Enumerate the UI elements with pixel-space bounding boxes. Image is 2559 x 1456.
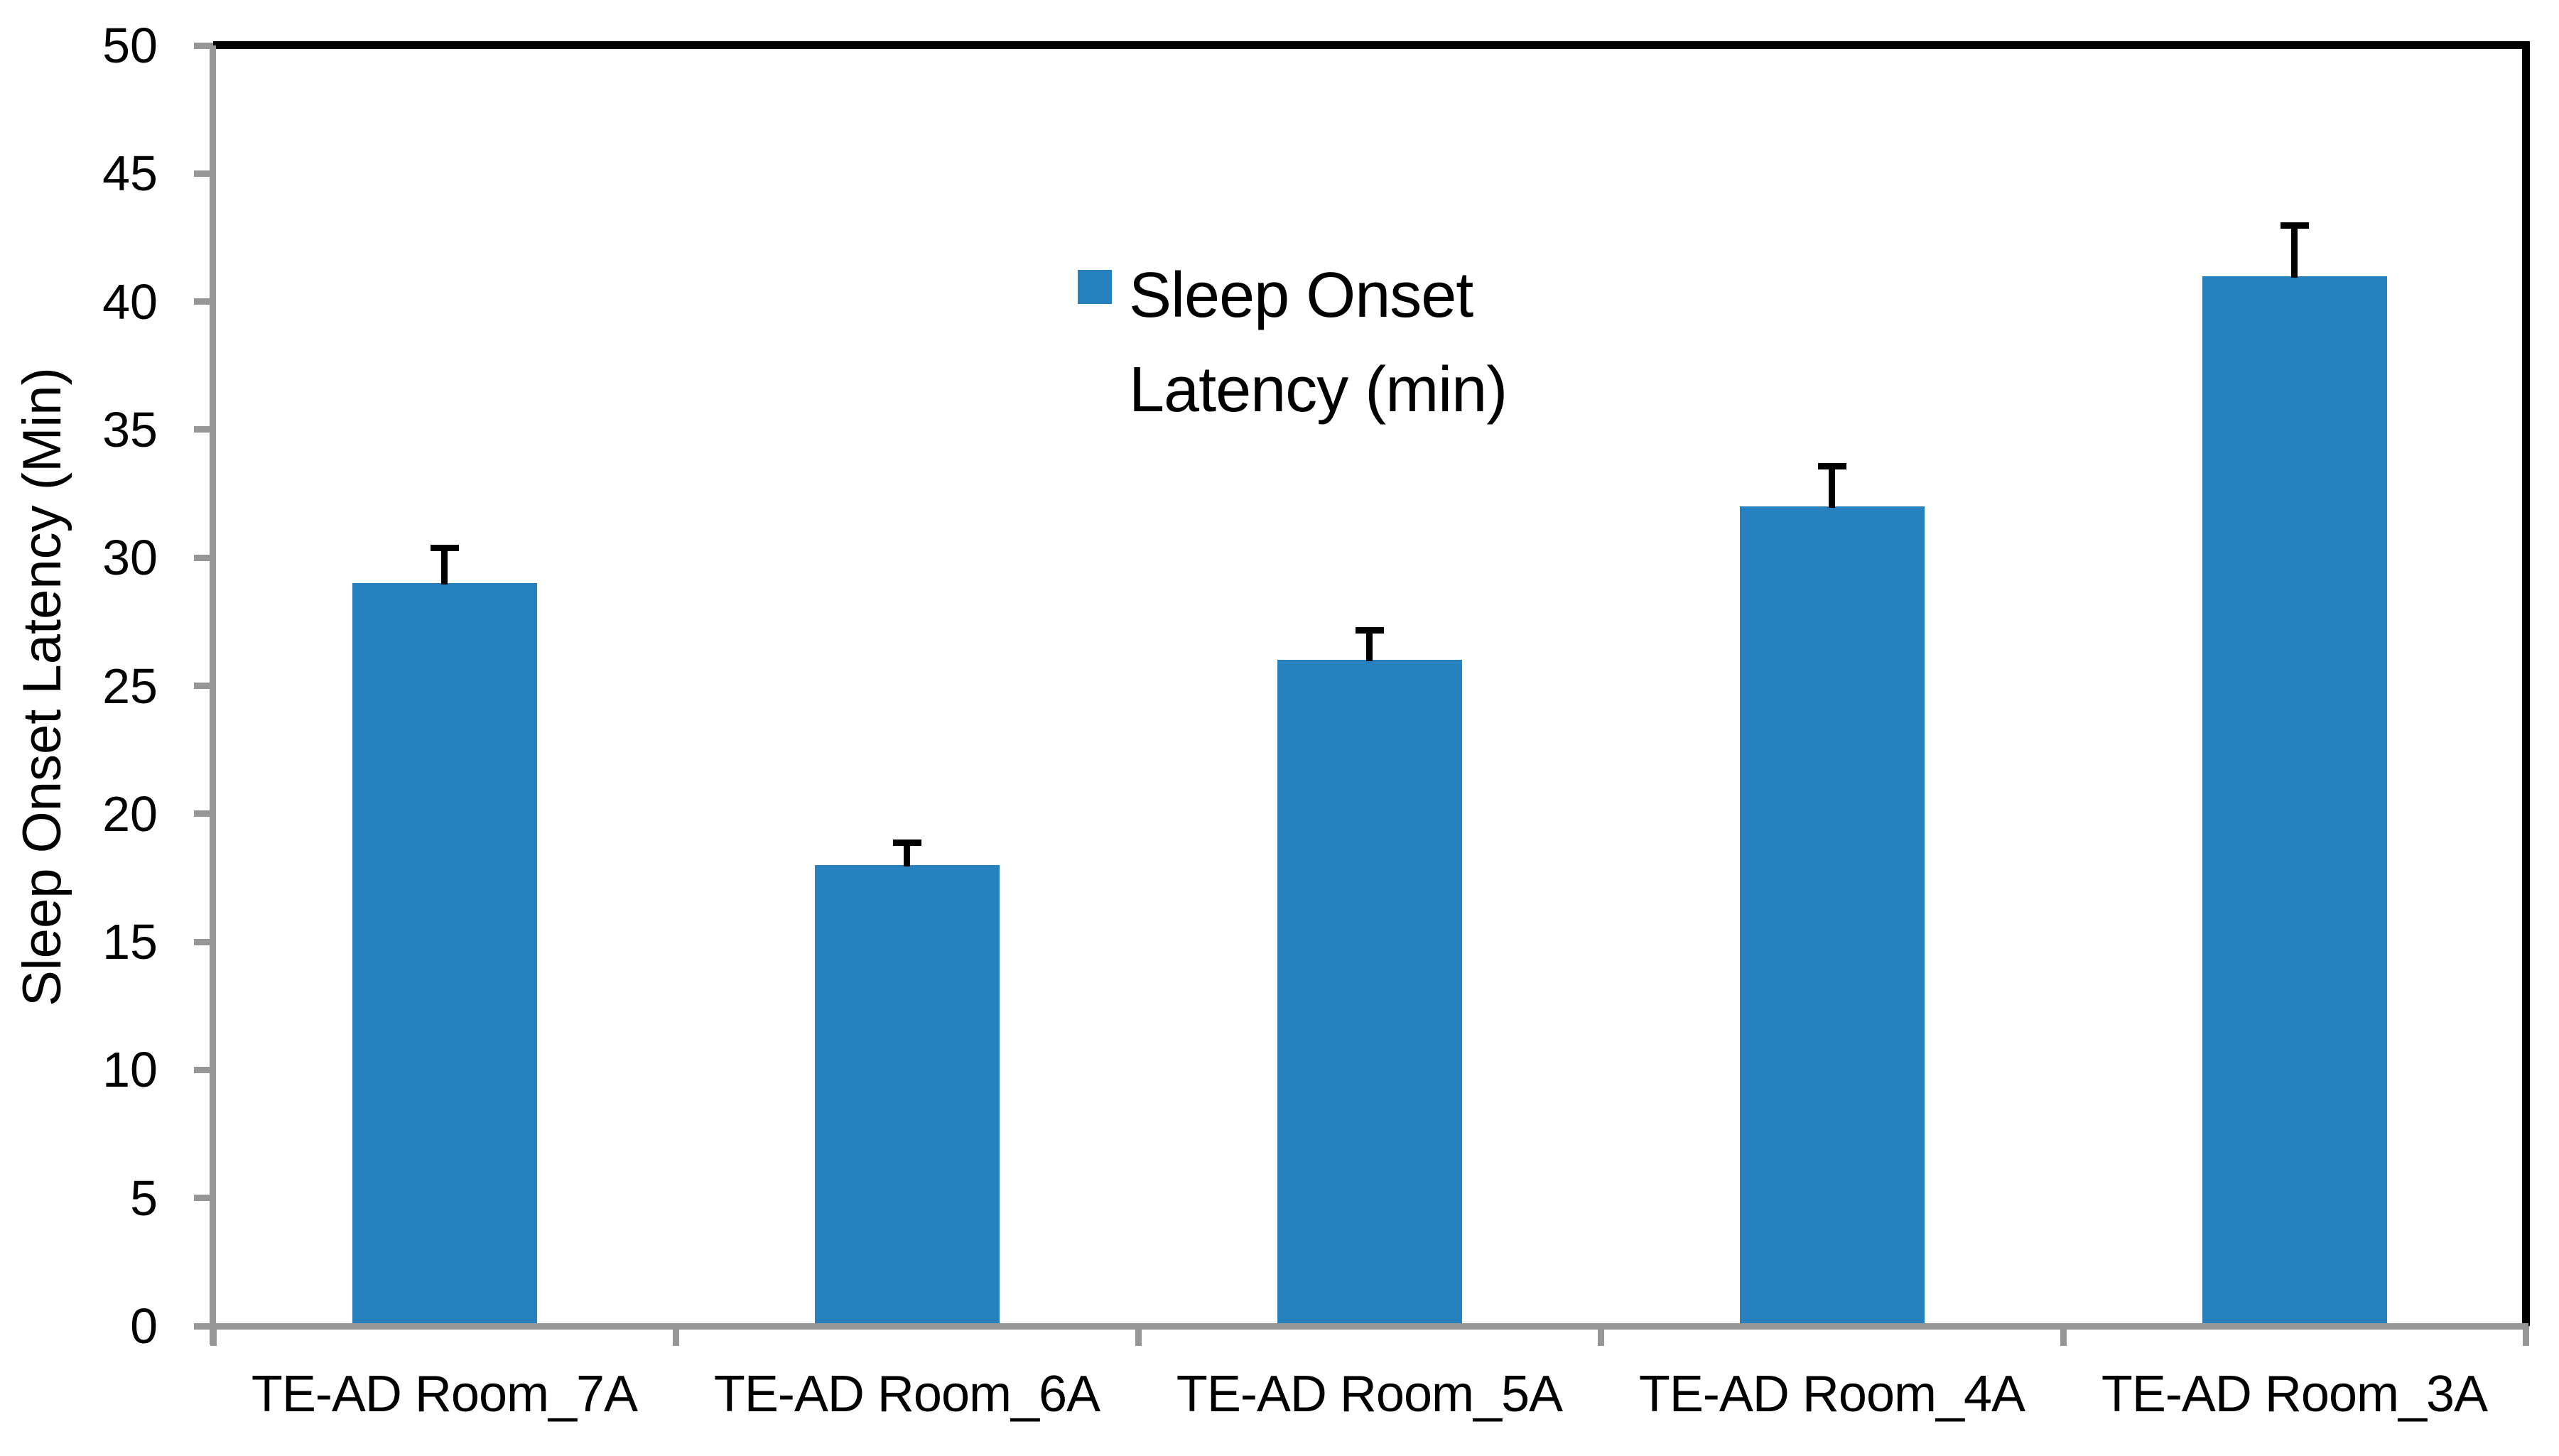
x-category-label: TE-AD Room_7A: [251, 1366, 638, 1423]
y-axis-line: [210, 45, 216, 1344]
y-tick: [194, 683, 213, 689]
y-tick-label: 5: [130, 1170, 158, 1226]
y-tick-label: 35: [102, 401, 158, 457]
y-tick-label: 45: [102, 146, 158, 202]
error-bar-cap: [430, 545, 459, 552]
y-tick-label: 15: [102, 914, 158, 970]
error-bar-stem: [1829, 469, 1835, 509]
x-axis-line: [194, 1323, 2528, 1330]
x-category-label: TE-AD Room_4A: [1638, 1366, 2025, 1423]
error-bar-cap: [1355, 626, 1384, 634]
y-tick-label: 0: [130, 1298, 158, 1354]
x-category-label: TE-AD Room_3A: [2101, 1366, 2488, 1423]
y-tick: [194, 554, 213, 561]
bar: [1277, 660, 1462, 1323]
legend-label: Sleep Onset Latency (min): [1129, 249, 1508, 438]
y-tick-label: 20: [102, 786, 158, 842]
y-tick: [194, 42, 213, 49]
plot-right-border: [2522, 41, 2530, 1326]
legend-label-line2: Latency (min): [1129, 354, 1508, 425]
y-tick: [194, 1195, 213, 1202]
x-tick: [1135, 1326, 1142, 1346]
y-tick: [194, 1066, 213, 1073]
error-bar-cap: [2280, 222, 2309, 229]
y-tick-label: 50: [102, 18, 158, 73]
error-bar-cap: [892, 839, 921, 846]
x-category-label: TE-AD Room_6A: [713, 1366, 1100, 1423]
error-bar-stem: [441, 551, 448, 585]
error-bar-stem: [904, 845, 910, 866]
y-tick-label: 30: [102, 530, 158, 586]
bar: [2202, 276, 2387, 1323]
bar: [352, 583, 537, 1323]
plot-top-border: [213, 41, 2530, 49]
x-tick: [1597, 1326, 1604, 1346]
x-tick: [2522, 1326, 2529, 1346]
chart-legend: Sleep Onset Latency (min): [1078, 249, 1508, 438]
y-tick: [194, 298, 213, 305]
bar: [814, 864, 1000, 1323]
error-bar-stem: [1366, 633, 1373, 662]
x-tick: [2060, 1326, 2067, 1346]
y-tick: [194, 810, 213, 817]
legend-label-line1: Sleep Onset: [1129, 260, 1473, 331]
y-tick: [194, 170, 213, 177]
error-bar-cap: [1817, 462, 1846, 469]
x-tick: [210, 1326, 217, 1346]
x-tick: [672, 1326, 679, 1346]
y-tick-label: 25: [102, 658, 158, 714]
y-tick: [194, 426, 213, 433]
x-category-label: TE-AD Room_5A: [1176, 1366, 1563, 1423]
y-tick-label: 40: [102, 273, 158, 330]
legend-swatch: [1078, 270, 1112, 304]
y-tick-label: 10: [102, 1042, 158, 1098]
error-bar-stem: [2291, 228, 2298, 278]
bar: [1739, 506, 1925, 1323]
y-tick: [194, 938, 213, 945]
